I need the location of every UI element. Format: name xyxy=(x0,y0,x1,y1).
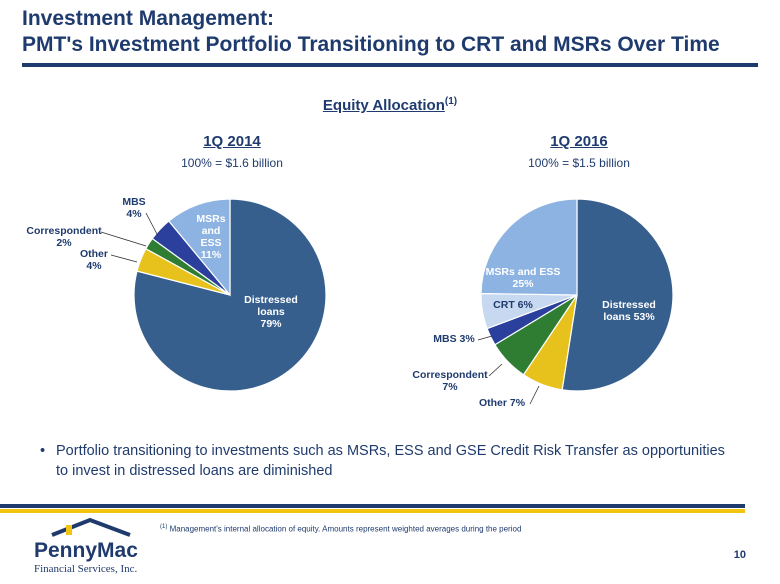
label-2016-crt: CRT 6% xyxy=(493,299,533,311)
label-2016-other: Other 7% xyxy=(479,397,526,409)
section-title-footnote-mark: (1) xyxy=(444,96,458,107)
footnote-mark: (1) xyxy=(160,524,168,530)
label-2016-correspondent: Correspondent 7% xyxy=(412,369,488,393)
leader-2014-correspondent xyxy=(100,231,147,247)
leader-2014-other xyxy=(110,254,138,263)
pie-header-2014: 1Q 2014 100% = $1.6 billion xyxy=(112,133,352,170)
logo-subtitle: Financial Services, Inc. xyxy=(34,563,138,575)
page-number: 10 xyxy=(733,549,746,561)
pie-subtitle-2016: 100% = $1.5 billion xyxy=(528,156,630,170)
pennymac-logo: PennyMac Financial Services, Inc. xyxy=(30,517,152,577)
bullet-text: Portfolio transitioning to investments s… xyxy=(56,443,725,479)
bullet-point: • Portfolio transitioning to investments… xyxy=(40,441,740,481)
label-2014-distressed: Distressed loans 79% xyxy=(244,294,298,330)
label-2016-msrs: MSRs and ESS 25% xyxy=(486,266,561,290)
slide-title: Investment Management: PMT's Investment … xyxy=(22,6,720,58)
label-2016-distressed: Distressed loans 53% xyxy=(602,299,656,323)
label-2014-mbs: MBS 4% xyxy=(122,196,145,220)
pie-title-2016: 1Q 2016 xyxy=(550,133,608,150)
title-line-1: Investment Management: xyxy=(22,7,275,30)
pie-title-2014: 1Q 2014 xyxy=(203,133,261,150)
house-roof-icon xyxy=(51,517,131,537)
pie-slice-distressed-loans xyxy=(133,198,327,392)
leader-2016-correspondent xyxy=(488,363,503,377)
pie-slice-msrs-and-ess xyxy=(167,198,231,297)
logo-wordmark: PennyMac xyxy=(34,539,138,562)
footnote: (1) Management's internal allocation of … xyxy=(160,524,521,534)
pie-labels: Distressed loans 79% MSRs and ESS 11% MBS 4% Corr… xyxy=(26,196,655,409)
footer-rule-blue xyxy=(0,504,745,508)
bullet-dot: • xyxy=(40,443,46,459)
pie-slice-distressed-loans xyxy=(561,198,674,392)
leader-2016-other xyxy=(529,385,540,405)
section-title-text: Equity Allocation xyxy=(322,97,445,114)
label-2016-mbs: MBS 3% xyxy=(433,333,475,345)
leader-2016-mbs xyxy=(477,335,493,341)
section-title: Equity Allocation(1) xyxy=(0,96,780,114)
footnote-text: Management's internal allocation of equi… xyxy=(169,524,522,534)
pie-chart-2016 xyxy=(480,198,674,392)
leader-2014-mbs xyxy=(145,212,159,237)
title-rule xyxy=(22,63,758,67)
pie-charts: Distressed loans 79% MSRs and ESS 11% MBS 4% Corr… xyxy=(26,196,674,409)
pie-subtitle-2014: 100% = $1.6 billion xyxy=(181,156,283,170)
pie-chart-2014 xyxy=(133,198,327,392)
label-2014-msrs: MSRs and ESS 11% xyxy=(196,213,225,261)
pie-slice-msrs-and-ess xyxy=(480,198,578,296)
title-line-2: PMT's Investment Portfolio Transitioning… xyxy=(22,33,720,56)
label-2014-correspondent: Correspondent 2% xyxy=(26,225,102,249)
label-2014-other: Other 4% xyxy=(80,248,108,272)
footer-rule-gold xyxy=(0,509,745,513)
pie-header-2016: 1Q 2016 100% = $1.5 billion xyxy=(459,133,699,170)
